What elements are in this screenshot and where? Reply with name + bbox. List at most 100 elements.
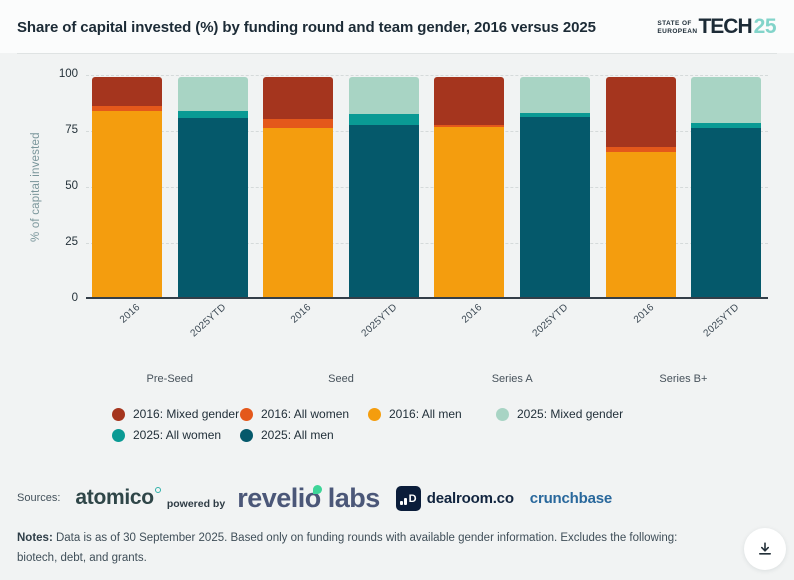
legend-dot-icon (240, 407, 253, 421)
legend-label: 2025: All women (133, 428, 222, 442)
download-icon (759, 542, 771, 555)
download-button[interactable] (744, 528, 786, 570)
logo-year: 25 (753, 15, 777, 38)
notes: Notes: Data is as of 30 September 2025. … (17, 528, 707, 568)
segment-series-b-2016-all-women[interactable] (605, 147, 676, 152)
x-tick-label-pre-seed-2025ytd: 2025YTD (188, 302, 228, 340)
legend-label: 2016: Mixed gender (133, 407, 240, 421)
legend-label: 2016: All men (389, 407, 462, 421)
legend-item-2025-all-women[interactable]: 2025: All women (112, 427, 240, 443)
notes-label: Notes: (17, 532, 53, 544)
revelio-labs-logo: revelio labs (237, 482, 380, 513)
gridline-25 (86, 243, 768, 244)
legend-dot-icon (112, 407, 125, 421)
group-label-series-b-: Series B+ (659, 373, 708, 385)
segment-series-a-2016-all-women[interactable] (434, 125, 505, 127)
state-of-european-tech-logo: STATE OF EUROPEAN TECH 25 (657, 16, 776, 37)
legend-item-2025-mixed-gender[interactable]: 2025: Mixed gender (496, 406, 624, 422)
legend-dot-icon (368, 407, 381, 421)
gridline-50 (86, 187, 768, 188)
atomico-ring-icon (154, 487, 161, 493)
segment-pre-seed-2025ytd-all-men[interactable] (177, 117, 248, 297)
legend-item-2025-all-men[interactable]: 2025: All men (240, 427, 368, 443)
logo-state-of-european: STATE OF EUROPEAN (657, 20, 697, 36)
legend-label: 2016: All women (261, 407, 350, 421)
gridline-75 (86, 131, 768, 132)
dealroom-logo: D dealroom.co (395, 485, 514, 511)
legend-dot-icon (112, 428, 125, 442)
group-label-pre-seed: Pre-Seed (146, 373, 194, 385)
bar-pre-seed-2016[interactable] (92, 77, 162, 297)
segment-series-a-2025ytd-mixed-gender[interactable] (520, 77, 590, 114)
bar-seed-2025ytd[interactable] (348, 77, 419, 297)
dealroom-wordmark: dealroom.co (426, 489, 514, 507)
x-tick-label-seed-2025ytd: 2025YTD (359, 302, 400, 340)
atomico-logo: atomico (75, 486, 161, 510)
legend-dot-icon (496, 407, 509, 421)
segment-pre-seed-2016-all-women[interactable] (92, 105, 162, 112)
bar-series-a-2025ytd[interactable] (520, 77, 590, 297)
x-tick-label-series-a-2025ytd: 2025YTD (530, 302, 571, 340)
bar-series-b-2025ytd[interactable] (691, 77, 762, 297)
segment-seed-2016-all-women[interactable] (263, 118, 334, 128)
sources-row: Sources: atomico powered by revelio labs… (17, 478, 777, 518)
segment-series-b-2025ytd-all-men[interactable] (691, 127, 762, 297)
segment-pre-seed-2016-mixed-gender[interactable] (92, 77, 162, 106)
segment-series-a-2025ytd-all-men[interactable] (520, 116, 590, 297)
y-tick-0: 0 (71, 292, 78, 304)
header (0, 0, 794, 53)
x-tick-label-seed-2016: 2016 (289, 302, 314, 326)
bar-series-b-2016[interactable] (605, 77, 676, 297)
segment-pre-seed-2016-all-men[interactable] (92, 111, 162, 297)
y-tick-25: 25 (65, 236, 78, 248)
revelio-green-o-icon: o (304, 482, 322, 513)
legend-item-2016-mixed-gender[interactable]: 2016: Mixed gender (112, 406, 240, 422)
x-tick-label-pre-seed-2016: 2016 (117, 302, 143, 326)
segment-pre-seed-2025ytd-mixed-gender[interactable] (177, 77, 248, 112)
x-tick-label-series-a-2016: 2016 (460, 302, 485, 326)
bar-seed-2016[interactable] (263, 77, 334, 297)
sources-label: Sources: (17, 492, 61, 504)
legend: 2016: Mixed gender 2016: All women 2016: A… (112, 406, 624, 443)
bar-pre-seed-2025ytd[interactable] (177, 77, 248, 297)
segment-seed-2025ytd-all-men[interactable] (348, 125, 419, 297)
bar-series-a-2016[interactable] (434, 77, 505, 297)
legend-label: 2025: Mixed gender (517, 407, 624, 421)
segment-pre-seed-2025ytd-all-women[interactable] (177, 111, 248, 118)
segment-series-b-2025ytd-all-women[interactable] (691, 123, 762, 128)
y-tick-50: 50 (65, 180, 78, 192)
funding-round-group-labels: Pre-Seed Seed Series A Series B+ (86, 373, 768, 389)
segment-seed-2025ytd-all-women[interactable] (348, 114, 419, 126)
notes-text: Data is as of 30 September 2025. Based o… (17, 532, 678, 565)
legend-item-2016-all-women[interactable]: 2016: All women (240, 406, 368, 422)
segment-seed-2025ytd-mixed-gender[interactable] (348, 77, 419, 115)
y-axis-ticks: 0 25 50 75 100 (30, 68, 78, 304)
group-label-seed: Seed (328, 373, 354, 385)
y-tick-100: 100 (58, 68, 78, 80)
group-label-series-a: Series A (491, 373, 533, 385)
gridline-100 (86, 75, 768, 76)
page-title: Share of capital invested (%) by funding… (17, 19, 596, 36)
segment-series-b-2016-all-men[interactable] (605, 151, 676, 297)
dealroom-icon: D (395, 485, 421, 511)
x-axis-line (86, 297, 768, 299)
legend-label: 2025: All men (261, 428, 334, 442)
logo-line-european: EUROPEAN (657, 28, 698, 36)
header-divider (17, 53, 777, 54)
segment-series-a-2016-all-men[interactable] (434, 126, 505, 297)
segment-series-a-2025ytd-all-women[interactable] (520, 113, 590, 117)
segment-series-b-2016-mixed-gender[interactable] (605, 77, 676, 148)
y-tick-75: 75 (65, 124, 78, 136)
plot-area (86, 75, 768, 299)
segment-series-a-2016-mixed-gender[interactable] (434, 77, 505, 126)
legend-item-2016-all-men[interactable]: 2016: All men (368, 406, 496, 422)
segment-seed-2016-mixed-gender[interactable] (263, 77, 334, 119)
x-tick-label-series-b-2025ytd: 2025YTD (701, 302, 742, 340)
segment-series-b-2025ytd-mixed-gender[interactable] (691, 77, 762, 124)
x-tick-label-series-b-2016: 2016 (631, 302, 656, 326)
segment-seed-2016-all-men[interactable] (263, 127, 334, 297)
logo-tech: TECH (698, 15, 752, 38)
crunchbase-logo: crunchbase (529, 489, 612, 507)
logo-line-state-of: STATE OF (657, 20, 692, 27)
